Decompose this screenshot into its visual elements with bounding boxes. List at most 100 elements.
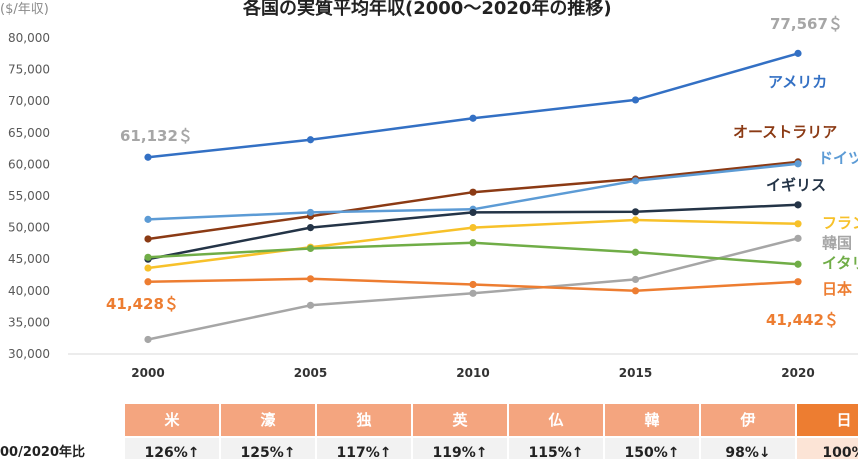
y-tick-label: 80,000 [8, 31, 50, 45]
x-tick-label: 2005 [294, 366, 327, 380]
data-point-gbr-2005 [306, 224, 315, 232]
value-annotations: 61,132＄ 77,567＄ 41,428＄ 41,442＄ [106, 15, 843, 329]
data-point-fra-2015 [631, 216, 640, 224]
data-point-ita-2005 [306, 244, 315, 253]
ratio-value: 117%↑ [337, 445, 392, 459]
ratio-table: 米 126%↑ 濠 125%↑ 独 117%↑ 英 119%↑ 仏 115%↑ 韓 150%↑ 伊 98%… [125, 404, 858, 459]
series-line-usa [147, 52, 799, 159]
data-point-gbr-2015 [631, 208, 640, 216]
series-label-fra: フランス [822, 214, 858, 232]
y-tick-label: 60,000 [8, 157, 50, 171]
series-label-aus: オーストラリア [733, 123, 837, 141]
ratio-value: 100% [822, 445, 858, 459]
ratio-header-cell [509, 404, 603, 436]
ratio-value-cell [221, 438, 315, 459]
ratio-row-label: 00/2020年比 [0, 445, 86, 460]
ratio-country-label: 濠 [260, 411, 275, 429]
ratio-header-cell [797, 404, 858, 436]
series-label-gbr: イギリス [766, 176, 826, 194]
data-point-deu-2005 [306, 208, 315, 217]
data-point-ita-2015 [631, 248, 640, 256]
ratio-country-label: 韓 [644, 411, 659, 429]
data-point-ita-2000 [144, 253, 152, 261]
data-point-kor-2015 [631, 275, 640, 284]
data-point-kor-2000 [144, 335, 152, 344]
ratio-country-label: 米 [164, 411, 180, 429]
annotation-usa_2000: 61,132＄ [120, 127, 193, 145]
y-tick-label: 75,000 [8, 63, 50, 77]
x-tick-label: 2015 [619, 366, 652, 380]
series-points [144, 49, 802, 344]
series-label-kor: 韓国 [822, 234, 852, 252]
data-point-gbr-2010 [469, 208, 477, 217]
chart-title: 各国の実質平均年収(2000～2020年の推移) [243, 0, 612, 19]
y-tick-label: 30,000 [8, 347, 50, 361]
annotation-usa_2020: 77,567＄ [770, 15, 843, 33]
data-point-ita-2020 [794, 260, 802, 268]
ratio-header-cell [413, 404, 507, 436]
ratio-country-label: 伊 [739, 411, 755, 429]
data-point-aus-2000 [144, 235, 152, 243]
ratio-value: 150%↑ [625, 445, 680, 459]
data-point-kor-2010 [469, 289, 477, 297]
data-point-gbr-2020 [794, 201, 802, 209]
data-point-jpn-2000 [144, 278, 152, 286]
data-point-fra-2020 [794, 220, 802, 228]
data-point-usa-2015 [631, 96, 640, 104]
series-line-kor [147, 237, 799, 341]
ratio-value: 115%↑ [529, 445, 584, 459]
y-tick-label: 35,000 [8, 315, 50, 329]
series-label-usa: アメリカ [768, 73, 827, 91]
y-tick-label: 50,000 [8, 221, 50, 235]
ratio-value-cell [797, 438, 858, 459]
ratio-header-cell [221, 404, 315, 436]
data-point-jpn-2005 [306, 275, 315, 283]
data-point-kor-2020 [794, 234, 802, 242]
data-point-usa-2010 [469, 114, 477, 122]
x-tick-label: 2000 [131, 366, 164, 380]
data-point-jpn-2010 [469, 280, 477, 289]
data-point-usa-2005 [306, 136, 315, 144]
ratio-value-cell [509, 438, 603, 459]
ratio-country-label: 日 [836, 411, 851, 429]
ratio-value: 119%↑ [433, 445, 488, 459]
ratio-value-cell [317, 438, 411, 459]
ratio-header-cell [125, 404, 219, 436]
ratio-country-label: 英 [452, 411, 468, 429]
y-axis-unit-label: ($/年収) [0, 2, 49, 17]
annotation-jpn_2000: 41,428＄ [106, 295, 179, 313]
series-labels: アメリカオーストラリアドイツイギリスフランス韓国イタリア日本 [733, 73, 858, 298]
series-label-ita: イタリア [822, 254, 858, 272]
data-point-deu-2020 [794, 160, 802, 168]
ratio-country-label: 独 [356, 411, 371, 429]
data-point-usa-2020 [794, 49, 802, 57]
data-point-kor-2005 [306, 301, 315, 309]
x-tick-label: 2010 [456, 366, 489, 380]
data-point-usa-2000 [144, 153, 152, 161]
series-label-jpn: 日本 [822, 280, 852, 298]
y-tick-label: 45,000 [8, 252, 50, 266]
data-point-aus-2010 [469, 188, 477, 196]
data-point-jpn-2015 [631, 287, 640, 295]
data-point-fra-2010 [469, 224, 477, 232]
x-tick-label: 2020 [781, 366, 814, 380]
ratio-value-cell [701, 438, 795, 459]
data-point-jpn-2020 [794, 278, 802, 286]
ratio-value-cell [413, 438, 507, 459]
x-axis-tick-labels: 2000 2005 2010 2015 2020 [131, 366, 814, 380]
data-point-ita-2010 [469, 239, 477, 247]
ratio-country-label: 仏 [548, 411, 563, 429]
data-point-deu-2015 [631, 177, 640, 185]
series-label-deu: ドイツ [818, 149, 858, 167]
data-point-fra-2000 [144, 264, 152, 272]
y-tick-label: 65,000 [8, 126, 50, 140]
ratio-header-cell [317, 404, 411, 436]
ratio-value-cell [605, 438, 699, 459]
y-tick-label: 55,000 [8, 189, 50, 203]
ratio-header-cell [605, 404, 699, 436]
ratio-header-cell [701, 404, 795, 436]
annotation-jpn_2020: 41,442＄ [766, 311, 839, 329]
ratio-value: 126%↑ [145, 445, 200, 459]
ratio-value: 98%↓ [725, 445, 770, 459]
